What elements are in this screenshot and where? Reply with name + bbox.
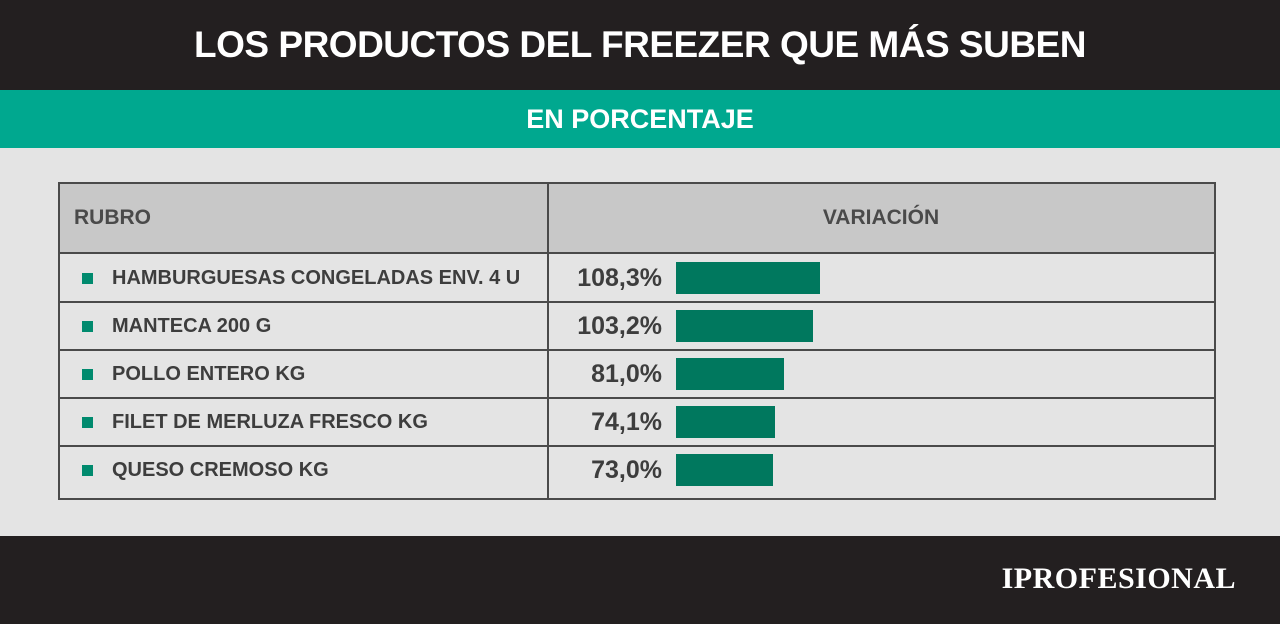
bar <box>676 358 784 390</box>
bar <box>676 406 775 438</box>
bar <box>676 310 813 342</box>
bullet-marker <box>82 465 93 476</box>
bar <box>676 454 773 486</box>
column-header-rubro: RUBRO <box>74 206 151 229</box>
data-table: RUBRO VARIACIÓN HAMBURGUESAS CONGELADAS … <box>58 182 1216 500</box>
column-header-variacion: VARIACIÓN <box>822 206 940 229</box>
footer-bar: IPROFESIONAL <box>0 536 1280 624</box>
value-label: 81,0% <box>591 359 662 388</box>
value-label: 74,1% <box>591 407 662 436</box>
row-separator <box>60 301 1214 303</box>
category-label: FILET DE MERLUZA FRESCO KG <box>112 410 428 433</box>
row-separator <box>60 349 1214 351</box>
row-separator <box>60 397 1214 399</box>
chart-title: LOS PRODUCTOS DEL FREEZER QUE MÁS SUBEN <box>194 24 1086 65</box>
bullet-marker <box>82 273 93 284</box>
chart-subtitle: EN PORCENTAJE <box>526 103 754 134</box>
table-row: FILET DE MERLUZA FRESCO KG 74,1% <box>60 398 1214 446</box>
bullet-marker <box>82 321 93 332</box>
value-label: 108,3% <box>577 263 662 292</box>
title-bar: LOS PRODUCTOS DEL FREEZER QUE MÁS SUBEN <box>0 0 1280 90</box>
category-label: POLLO ENTERO KG <box>112 362 306 385</box>
value-label: 103,2% <box>577 311 662 340</box>
column-divider <box>547 184 549 498</box>
category-label: QUESO CREMOSO KG <box>112 458 329 481</box>
table-row: MANTECA 200 G 103,2% <box>60 302 1214 350</box>
category-label: HAMBURGUESAS CONGELADAS ENV. 4 U <box>112 266 521 289</box>
table-row: HAMBURGUESAS CONGELADAS ENV. 4 U 108,3% <box>60 254 1214 302</box>
bar <box>676 262 820 294</box>
subtitle-bar: EN PORCENTAJE <box>0 90 1280 148</box>
brand-logo: IPROFESIONAL <box>1001 562 1236 595</box>
table-row: QUESO CREMOSO KG 73,0% <box>60 446 1214 494</box>
row-separator <box>60 445 1214 447</box>
value-label: 73,0% <box>591 455 662 484</box>
bullet-marker <box>82 417 93 428</box>
table-header: RUBRO VARIACIÓN <box>60 184 1214 254</box>
bullet-marker <box>82 369 93 380</box>
table-row: POLLO ENTERO KG 81,0% <box>60 350 1214 398</box>
category-label: MANTECA 200 G <box>112 314 272 337</box>
